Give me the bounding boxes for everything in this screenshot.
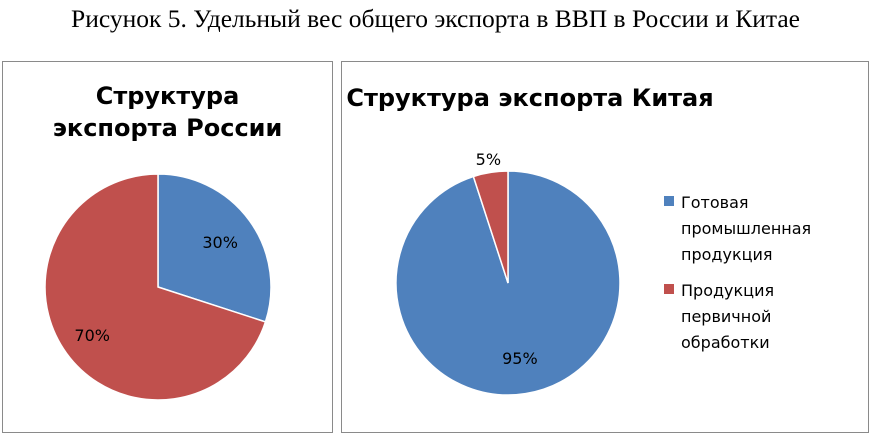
legend-item-primary-products: Продукция первичной обработки xyxy=(664,278,864,356)
russia-slice-1 xyxy=(157,173,272,323)
russia-data-label-2: 70% xyxy=(74,326,110,345)
legend-swatch-primary-products xyxy=(664,284,674,294)
legend-swatch-finished-goods xyxy=(664,196,674,206)
russia-data-label-1: 30% xyxy=(202,233,238,252)
russia-slice-2 xyxy=(44,173,267,401)
pie-chart-china: 95% 5% xyxy=(395,150,621,396)
chart-title-china: Структура экспорта Китая xyxy=(346,84,714,112)
chart-legend: Готовая промышленная продукция Продукция… xyxy=(664,190,864,366)
china-slice-2 xyxy=(472,170,509,284)
legend-label-primary-products: Продукция первичной обработки xyxy=(681,281,775,352)
legend-label-finished-goods: Готовая промышленная продукция xyxy=(681,193,812,264)
chart-panel-russia: Структура экспорта России 30% 70% xyxy=(2,61,333,433)
chart-title-russia: Структура экспорта России xyxy=(52,82,283,142)
legend-item-finished-goods: Готовая промышленная продукция xyxy=(664,190,864,268)
pie-chart-russia: 30% 70% xyxy=(44,173,272,401)
china-data-label-1: 95% xyxy=(502,349,538,368)
chart-panel-china: Структура экспорта Китая 95% 5% Готовая п… xyxy=(341,61,869,433)
figure-caption: Рисунок 5. Удельный вес общего экспорта … xyxy=(71,4,800,33)
china-data-label-2: 5% xyxy=(476,150,501,169)
